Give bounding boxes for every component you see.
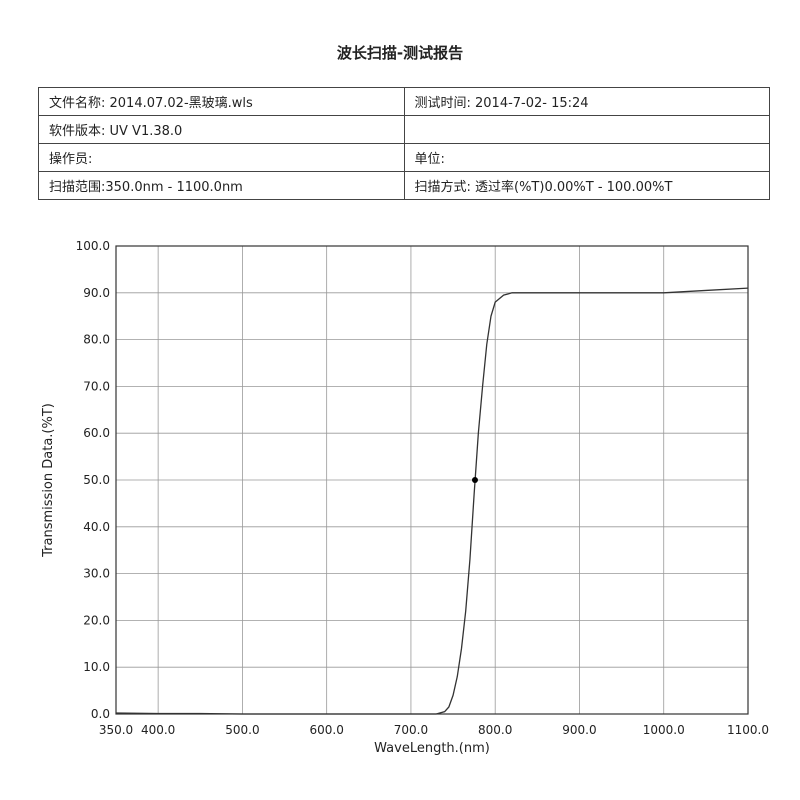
y-tick-label: 30.0 (83, 567, 110, 581)
info-table: 文件名称: 2014.07.02-黑玻璃.wls 测试时间: 2014-7-02-… (38, 87, 770, 200)
report-title: 波长扫描-测试报告 (336, 44, 464, 62)
x-tick-label: 800.0 (478, 723, 512, 737)
y-axis-label: Transmission Data.(%T) (41, 403, 56, 558)
cell: 文件名称: 2014.07.02-黑玻璃.wls (38, 87, 405, 116)
y-tick-label: 20.0 (83, 613, 110, 627)
cell: 软件版本: UV V1.38.0 (38, 115, 405, 144)
y-tick-label: 50.0 (83, 473, 110, 487)
x-tick-label: 900.0 (562, 723, 596, 737)
x-tick-label: 350.0 (99, 723, 133, 737)
x-tick-label: 600.0 (309, 723, 343, 737)
x-tick-label: 400.0 (141, 723, 175, 737)
y-tick-label: 100.0 (76, 239, 110, 253)
x-tick-label: 1000.0 (643, 723, 685, 737)
x-tick-label: 1100.0 (727, 723, 769, 737)
y-tick-label: 70.0 (83, 379, 110, 393)
cell: 测试时间: 2014-7-02- 15:24 (403, 87, 770, 116)
cell: 扫描范围:350.0nm - 1100.0nm (38, 171, 405, 200)
cell: 单位: (403, 143, 770, 172)
x-tick-label: 500.0 (225, 723, 259, 737)
y-tick-label: 90.0 (83, 286, 110, 300)
y-tick-label: 0.0 (91, 707, 110, 721)
y-tick-label: 60.0 (83, 426, 110, 440)
marker-point (471, 477, 478, 483)
data-line (115, 287, 749, 715)
x-tick-label: 700.0 (394, 723, 428, 737)
x-axis-label: WaveLength.(nm) (374, 741, 490, 756)
y-tick-label: 80.0 (83, 333, 110, 347)
y-tick-label: 40.0 (83, 520, 110, 534)
cell: 扫描方式: 透过率(%T)0.00%T - 100.00%T (403, 171, 770, 200)
y-tick-label: 10.0 (83, 660, 110, 674)
